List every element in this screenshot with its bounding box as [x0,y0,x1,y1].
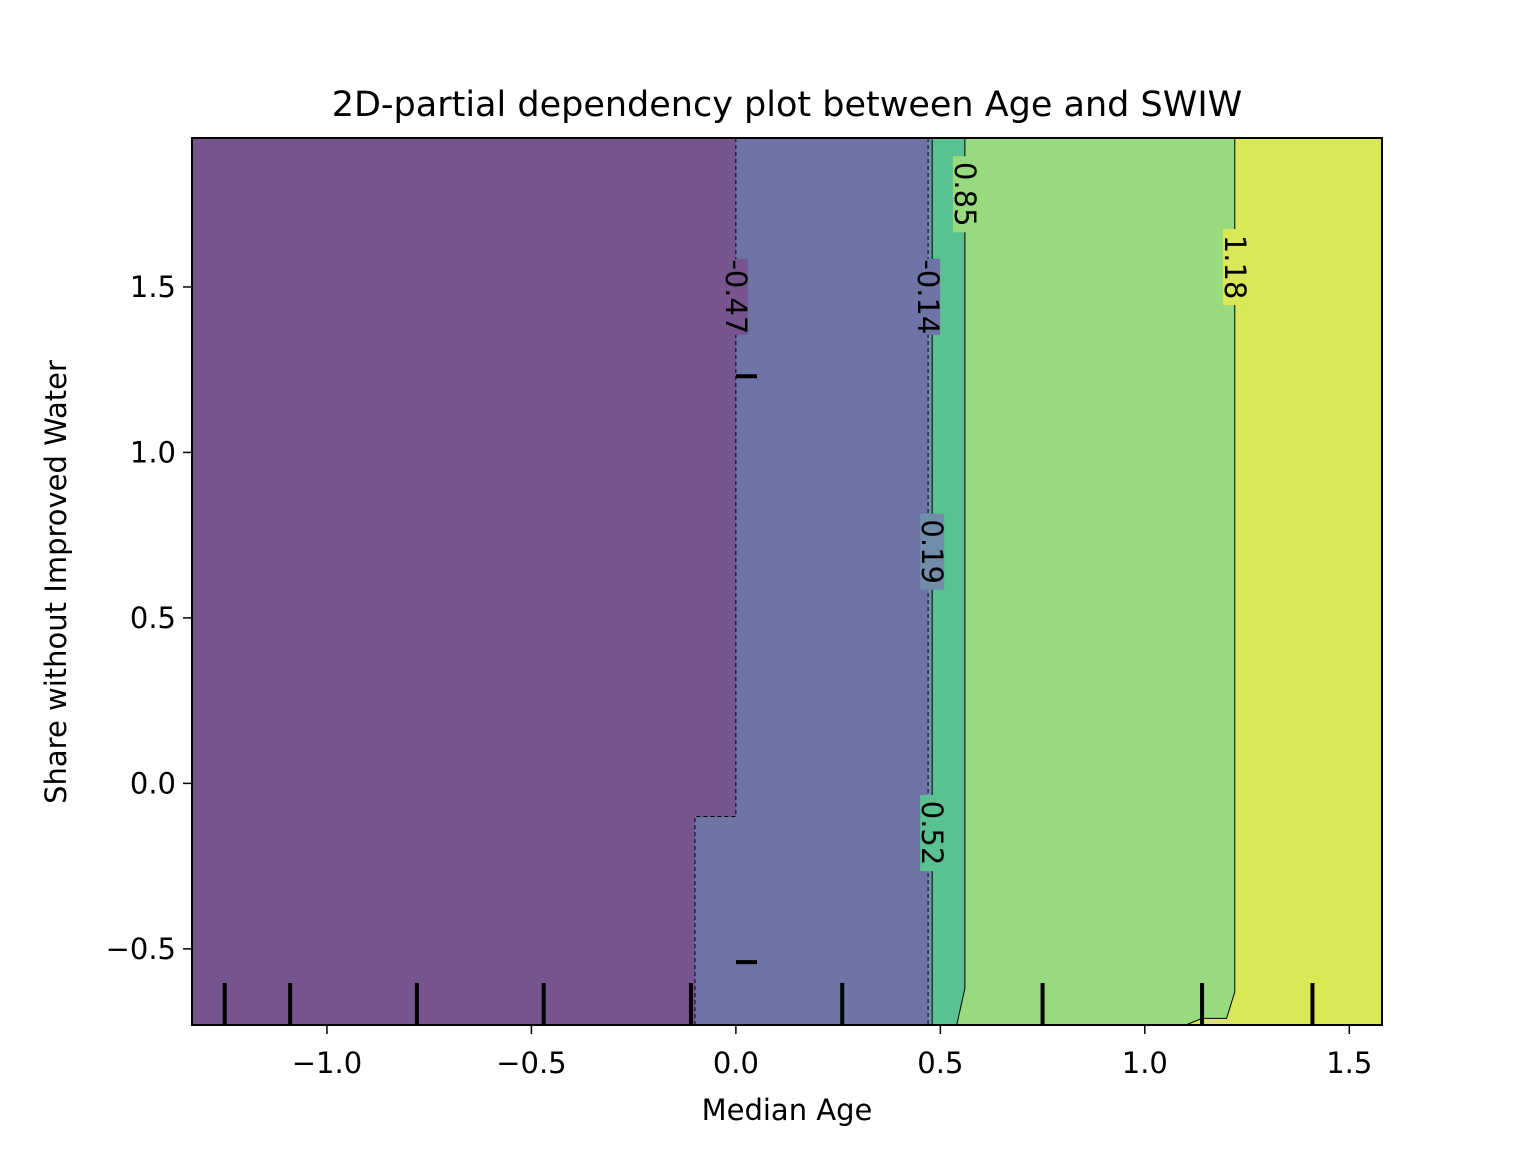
contour-region [192,138,736,1025]
contour-lines: -0.47 -0.14 0.19 0.52 0.85 1.18 [694,138,1252,1026]
y-tick-label: 1.0 [130,435,176,469]
rug-marks [222,374,1315,1025]
contour-label: -0.14 [911,259,945,334]
y-tick-label: 0.0 [130,766,176,800]
x-tick-label: 0.5 [917,1046,963,1080]
x-tick-label: 1.5 [1326,1046,1372,1080]
contour-label-bg [920,795,945,872]
contour-label: 0.19 [915,519,949,584]
y-axis-label: Share without Improved Water [39,360,73,804]
contour-label-bg [952,156,977,233]
x-tick-label: 0.0 [713,1046,759,1080]
y-tick-label: 0.5 [130,601,176,635]
plot-frame [191,137,1383,1026]
contour-label: 1.18 [1218,235,1252,300]
contour-line [956,138,966,1026]
chart-title: 2D-partial dependency plot between Age a… [332,85,1243,125]
contour-line [694,138,737,1025]
contour-regions [192,138,1382,1025]
contour-label-bg [1222,229,1247,306]
y-tick-label: 1.5 [130,270,176,304]
x-tick-label: 1.0 [1122,1046,1168,1080]
x-tick-label: −1.0 [292,1046,362,1080]
x-axis-label: Median Age [702,1093,873,1127]
contour-label: -0.47 [719,259,753,334]
x-tick-label: −0.5 [496,1046,566,1080]
x-axis-ticks: −1.0 −0.5 0.0 0.5 1.0 1.5 [292,1025,1372,1080]
contour-label: 0.52 [915,801,949,866]
y-tick-label: −0.5 [106,932,176,966]
contour-label: 0.85 [948,162,982,227]
contour-line [1185,138,1236,1026]
contour-label-bg [723,258,748,335]
y-axis-ticks: −0.5 0.0 0.5 1.0 1.5 [106,270,192,966]
contour-label-bg [920,513,945,590]
contour-label-bg [916,258,941,335]
